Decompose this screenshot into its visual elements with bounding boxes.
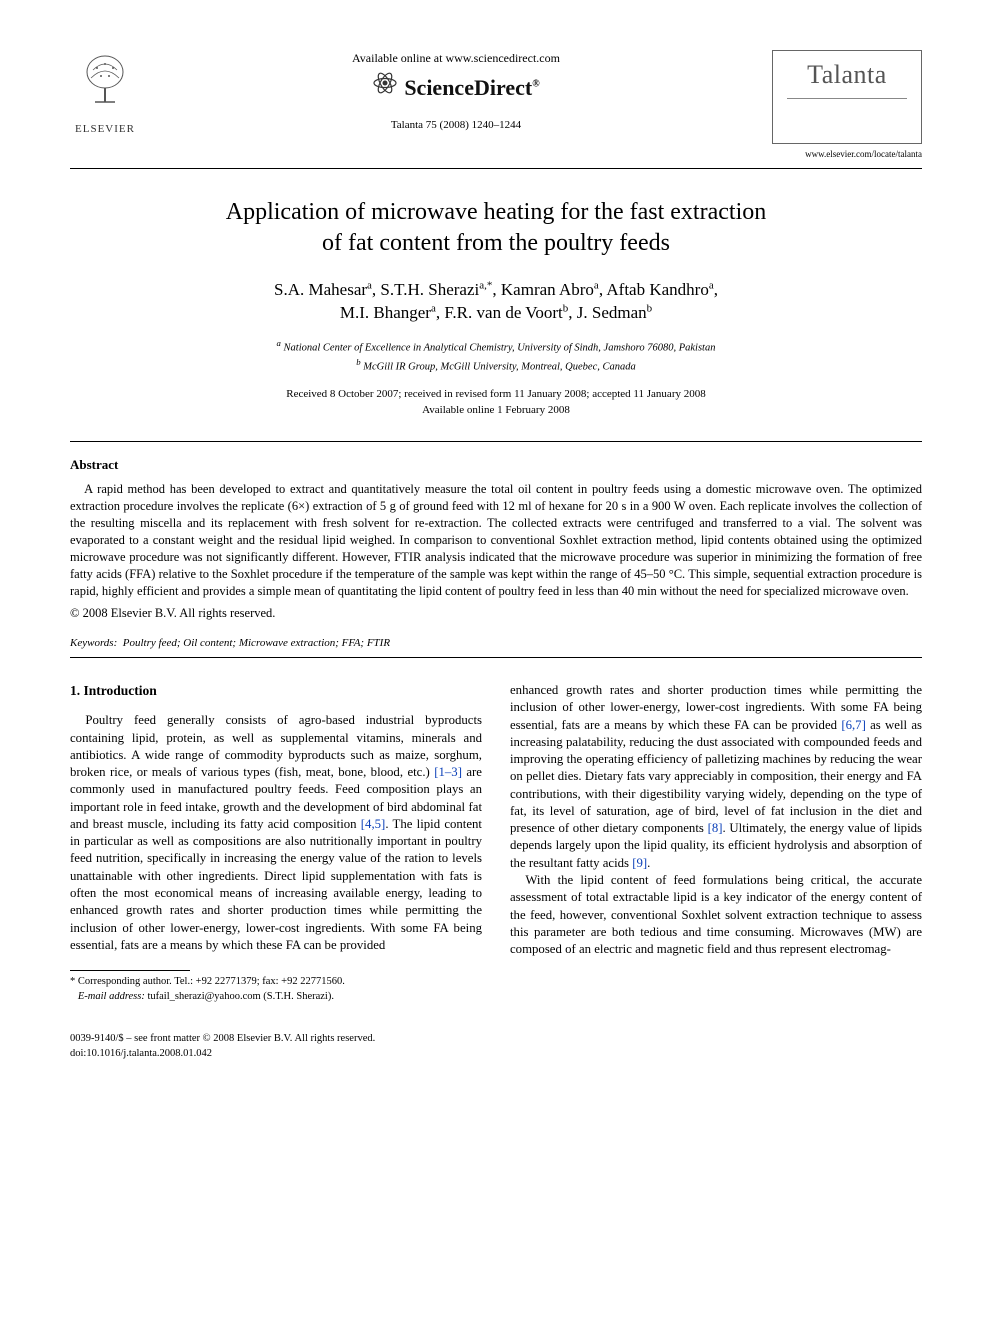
abstract-copyright: © 2008 Elsevier B.V. All rights reserved… bbox=[70, 605, 922, 622]
journal-name: Talanta bbox=[787, 57, 907, 99]
atom-icon bbox=[372, 70, 398, 105]
citation-link[interactable]: [6,7] bbox=[841, 718, 866, 732]
body-paragraph-1: Poultry feed generally consists of agro-… bbox=[70, 712, 482, 954]
journal-url: www.elsevier.com/locate/talanta bbox=[772, 148, 922, 160]
issn-line: 0039-9140/$ – see front matter © 2008 El… bbox=[70, 1032, 922, 1047]
keywords: Keywords: Poultry feed; Oil content; Mic… bbox=[70, 636, 922, 651]
center-header: Available online at www.sciencedirect.co… bbox=[140, 50, 772, 132]
abstract-bottom-rule bbox=[70, 657, 922, 658]
corresponding-author-footnote: * Corresponding author. Tel.: +92 227713… bbox=[70, 975, 482, 1004]
article-dates: Received 8 October 2007; received in rev… bbox=[70, 386, 922, 419]
author-list: S.A. Mahesara, S.T.H. Sherazia,*, Kamran… bbox=[70, 278, 922, 326]
body-paragraph-2: With the lipid content of feed formulati… bbox=[510, 872, 922, 958]
citation-link[interactable]: [8] bbox=[708, 821, 723, 835]
available-online-text: Available online at www.sciencedirect.co… bbox=[160, 50, 752, 66]
citation-link[interactable]: [4,5] bbox=[361, 817, 386, 831]
article-title: Application of microwave heating for the… bbox=[70, 197, 922, 259]
sciencedirect-logo: ScienceDirect® bbox=[160, 70, 752, 105]
doi-line: doi:10.1016/j.talanta.2008.01.042 bbox=[70, 1047, 922, 1062]
header-rule bbox=[70, 168, 922, 169]
footnote-rule bbox=[70, 970, 190, 971]
page-header: ELSEVIER Available online at www.science… bbox=[70, 50, 922, 160]
journal-brand-box: Talanta www.elsevier.com/locate/talanta bbox=[772, 50, 922, 160]
abstract-top-rule bbox=[70, 441, 922, 442]
body-paragraph-1-cont: enhanced growth rates and shorter produc… bbox=[510, 682, 922, 872]
citation-link[interactable]: [9] bbox=[632, 856, 647, 870]
affiliations: a National Center of Excellence in Analy… bbox=[70, 337, 922, 376]
journal-reference: Talanta 75 (2008) 1240–1244 bbox=[160, 118, 752, 133]
abstract-text: A rapid method has been developed to ext… bbox=[70, 481, 922, 599]
abstract-label: Abstract bbox=[70, 456, 922, 474]
body-columns: 1. Introduction Poultry feed generally c… bbox=[70, 682, 922, 1004]
section-heading-introduction: 1. Introduction bbox=[70, 682, 482, 700]
elsevier-tree-icon bbox=[70, 50, 140, 120]
page-footer: 0039-9140/$ – see front matter © 2008 El… bbox=[70, 1032, 922, 1061]
publisher-name: ELSEVIER bbox=[70, 122, 140, 137]
sciencedirect-brand: ScienceDirect® bbox=[404, 73, 539, 103]
elsevier-logo: ELSEVIER bbox=[70, 50, 140, 130]
citation-link[interactable]: [1–3] bbox=[434, 765, 462, 779]
